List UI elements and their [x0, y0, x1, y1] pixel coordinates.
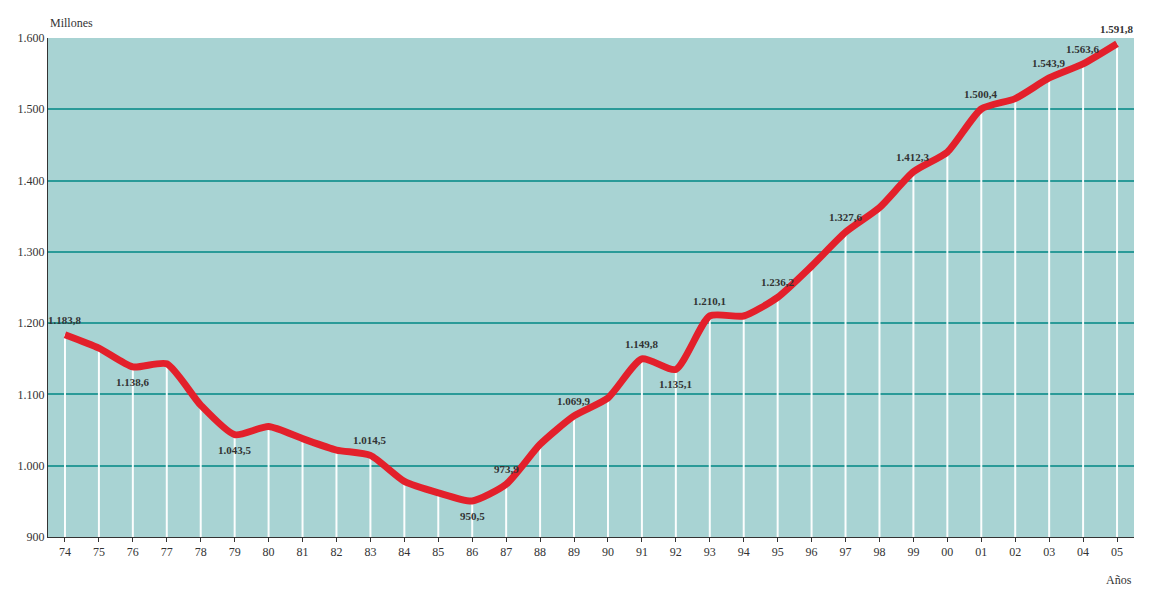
svg-text:82: 82 — [330, 545, 342, 559]
svg-text:81: 81 — [297, 545, 309, 559]
svg-text:97: 97 — [840, 545, 852, 559]
svg-text:1.043,5: 1.043,5 — [218, 444, 252, 456]
svg-text:86: 86 — [466, 545, 478, 559]
svg-text:1.300: 1.300 — [18, 245, 45, 259]
svg-text:1.500,4: 1.500,4 — [964, 88, 998, 100]
svg-text:1.543,9: 1.543,9 — [1032, 57, 1066, 69]
svg-text:99: 99 — [907, 545, 919, 559]
svg-text:92: 92 — [670, 545, 682, 559]
svg-text:90: 90 — [602, 545, 614, 559]
svg-text:93: 93 — [704, 545, 716, 559]
svg-text:1.069,9: 1.069,9 — [557, 395, 591, 407]
svg-text:973,9: 973,9 — [494, 463, 519, 475]
svg-text:950,5: 950,5 — [460, 510, 485, 522]
svg-text:74: 74 — [59, 545, 71, 559]
svg-text:00: 00 — [941, 545, 953, 559]
svg-text:1.600: 1.600 — [18, 31, 45, 45]
svg-text:1.412,3: 1.412,3 — [896, 151, 930, 163]
svg-text:98: 98 — [873, 545, 885, 559]
svg-text:Años: Años — [1106, 573, 1132, 587]
svg-text:1.183,8: 1.183,8 — [48, 314, 82, 326]
svg-text:84: 84 — [398, 545, 410, 559]
svg-text:1.400: 1.400 — [18, 174, 45, 188]
svg-text:1.236,2: 1.236,2 — [761, 276, 795, 288]
svg-text:04: 04 — [1077, 545, 1089, 559]
svg-text:1.200: 1.200 — [18, 316, 45, 330]
svg-text:1.135,1: 1.135,1 — [659, 378, 692, 390]
svg-text:1.327,6: 1.327,6 — [829, 211, 863, 223]
svg-text:Millones: Millones — [50, 16, 93, 30]
svg-text:96: 96 — [806, 545, 818, 559]
svg-text:01: 01 — [975, 545, 987, 559]
svg-text:94: 94 — [738, 545, 750, 559]
svg-text:1.210,1: 1.210,1 — [693, 295, 726, 307]
svg-text:79: 79 — [229, 545, 241, 559]
svg-text:02: 02 — [1009, 545, 1021, 559]
svg-text:80: 80 — [263, 545, 275, 559]
svg-text:95: 95 — [772, 545, 784, 559]
svg-text:78: 78 — [195, 545, 207, 559]
svg-text:91: 91 — [636, 545, 648, 559]
svg-text:1.100: 1.100 — [18, 388, 45, 402]
svg-text:03: 03 — [1043, 545, 1055, 559]
svg-text:88: 88 — [534, 545, 546, 559]
svg-text:1.591,8: 1.591,8 — [1100, 23, 1134, 35]
svg-text:76: 76 — [127, 545, 139, 559]
svg-text:85: 85 — [432, 545, 444, 559]
svg-text:1.138,6: 1.138,6 — [116, 376, 150, 388]
svg-text:75: 75 — [93, 545, 105, 559]
svg-text:1.014,5: 1.014,5 — [353, 434, 387, 446]
svg-text:83: 83 — [364, 545, 376, 559]
svg-text:89: 89 — [568, 545, 580, 559]
svg-text:77: 77 — [161, 545, 173, 559]
svg-text:1.563,6: 1.563,6 — [1066, 43, 1100, 55]
svg-text:1.500: 1.500 — [18, 102, 45, 116]
svg-text:87: 87 — [500, 545, 512, 559]
svg-text:05: 05 — [1111, 545, 1123, 559]
svg-text:900: 900 — [27, 530, 45, 544]
svg-text:1.149,8: 1.149,8 — [625, 338, 659, 350]
svg-text:1.000: 1.000 — [18, 459, 45, 473]
